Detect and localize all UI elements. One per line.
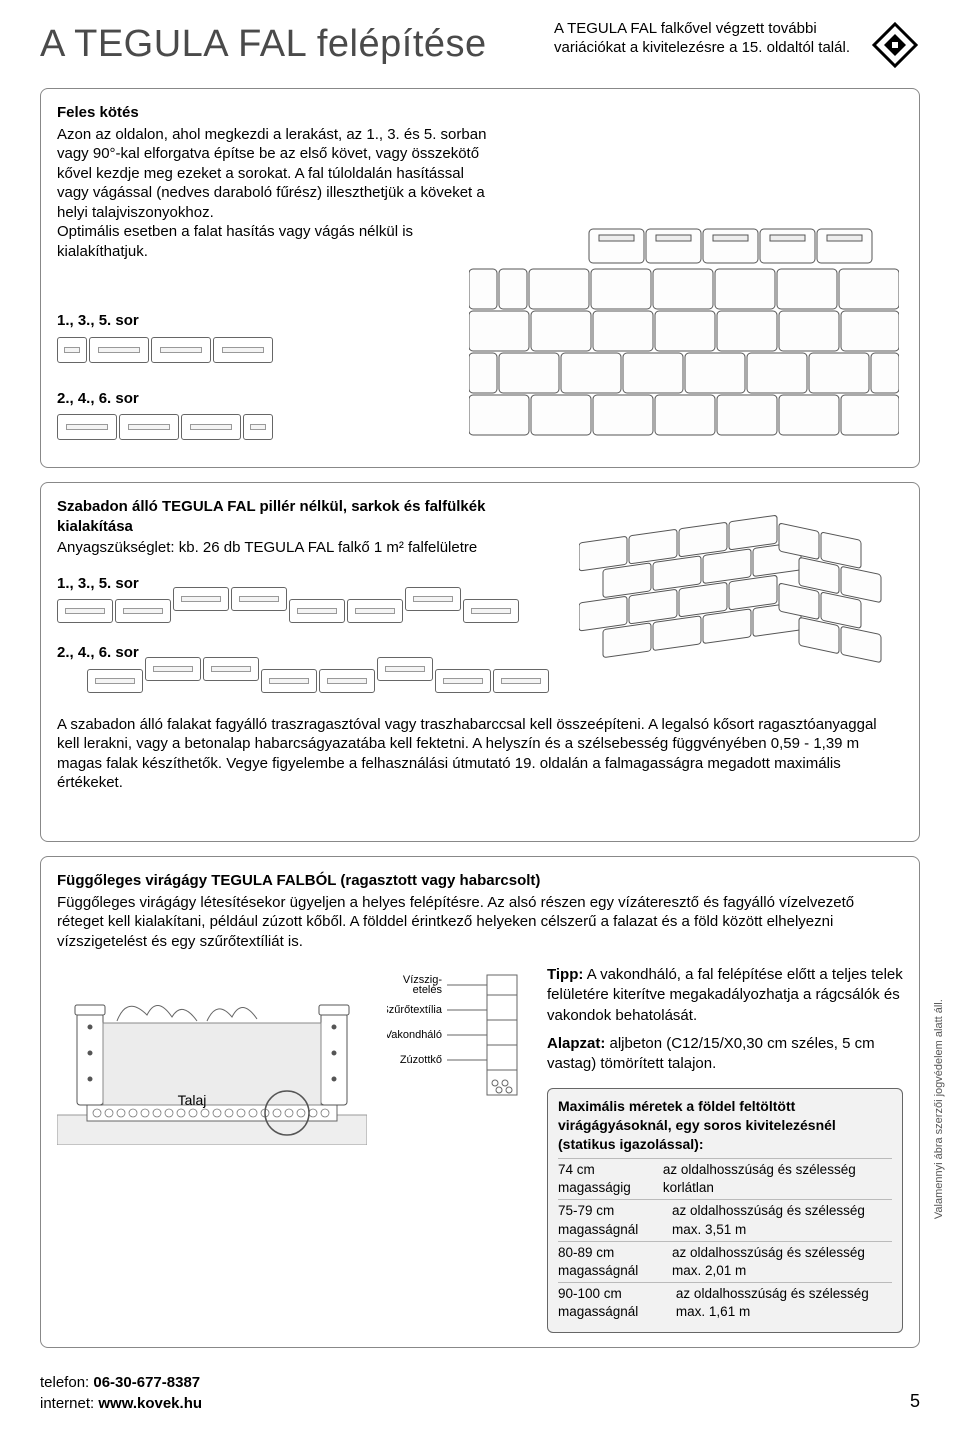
dim-row: 80-89 cm magasságnál az oldalhosszúság é…	[558, 1241, 892, 1282]
dimensions-box: Maximális méretek a földel feltöltött vi…	[547, 1088, 903, 1332]
dim-row: 74 cm magasságig az oldalhosszúság és sz…	[558, 1158, 892, 1199]
page-title: A TEGULA FAL felépítése	[40, 20, 487, 69]
wall-block	[347, 599, 403, 623]
dim-height: 90-100 cm magasságnál	[558, 1285, 676, 1321]
section3-right-content: Tipp: A vakondháló, a fal felépítése elő…	[547, 965, 903, 1333]
copyright-vertical-note: Valamennyi ábra szerzői jogvédelem alatt…	[932, 999, 946, 1219]
section2-title: Szabadon álló TEGULA FAL pillér nélkül, …	[57, 497, 557, 536]
block-row	[57, 599, 557, 623]
wall-block	[261, 669, 317, 693]
wall-block	[243, 414, 273, 440]
wall-block	[405, 587, 461, 611]
phone-number: 06-30-677-8387	[93, 1374, 200, 1391]
page-header: A TEGULA FAL felépítése A TEGULA FAL fal…	[40, 20, 920, 70]
wall-block	[213, 337, 273, 363]
footer-contact: telefon: 06-30-677-8387 internet: www.ko…	[40, 1372, 202, 1414]
section2-subtitle: Anyagszükséglet: kb. 26 db TEGULA FAL fa…	[57, 538, 557, 558]
dim-value: az oldalhosszúság és szélesség korlátlan	[663, 1161, 892, 1197]
phone-label: telefon:	[40, 1374, 93, 1391]
section2-note: A szabadon álló falakat fagyálló traszra…	[57, 715, 903, 793]
sec2-row-label-135: 1., 3., 5. sor	[57, 574, 557, 594]
dim-value: az oldalhosszúság és szélesség max. 2,01…	[672, 1244, 892, 1280]
section1-title: Feles kötés	[57, 103, 903, 123]
wall-block	[119, 414, 179, 440]
layer-labels: Vízszig- etelés Szűrőtextília Vakondháló…	[387, 965, 527, 1110]
wall-block	[57, 599, 113, 623]
row-label-135: 1., 3., 5. sor	[57, 311, 307, 331]
svg-text:etelés: etelés	[413, 984, 443, 996]
dim-height: 80-89 cm magasságnál	[558, 1244, 672, 1280]
page-number: 5	[910, 1390, 920, 1413]
alapzat-label: Alapzat:	[547, 1035, 605, 1052]
wall-block	[231, 587, 287, 611]
header-note: A TEGULA FAL falkővel végzett további va…	[554, 20, 854, 58]
section-feles-kotes: Feles kötés Azon az oldalon, ahol megkez…	[40, 88, 920, 468]
block-row	[87, 669, 557, 693]
svg-text:Vakondháló: Vakondháló	[387, 1029, 442, 1041]
row-label-246: 2., 4., 6. sor	[57, 389, 307, 409]
wall-block	[203, 657, 259, 681]
wall-isometric-illustration	[469, 219, 899, 439]
dimbox-title: Maximális méretek a földel feltöltött vi…	[558, 1097, 892, 1154]
section3-title: Függőleges virágágy TEGULA FALBÓL (ragas…	[57, 872, 540, 889]
dim-row: 75-79 cm magasságnál az oldalhosszúság é…	[558, 1199, 892, 1240]
tipp-text: A vakondháló, a fal felépítése előtt a t…	[547, 966, 903, 1024]
alapzat-line: Alapzat: aljbeton (C12/15/X0,30 cm széle…	[547, 1034, 903, 1075]
brand-logo-icon	[870, 20, 920, 70]
wall-block	[89, 337, 149, 363]
block-row	[57, 337, 307, 363]
wall-block	[173, 587, 229, 611]
dim-value: az oldalhosszúság és szélesség max. 3,51…	[672, 1202, 892, 1238]
wall-block	[463, 599, 519, 623]
sec2-row-label-246: 2., 4., 6. sor	[57, 643, 557, 663]
tipp-line: Tipp: A vakondháló, a fal felépítése elő…	[547, 965, 903, 1026]
svg-text:Zúzottkő: Zúzottkő	[400, 1054, 442, 1066]
planter-cross-section: Talaj	[57, 965, 367, 1109]
wall-block	[319, 669, 375, 693]
wall-block	[57, 414, 117, 440]
section3-body: Függőleges virágágy létesítésekor ügyelj…	[57, 893, 903, 952]
dim-height: 74 cm magasságig	[558, 1161, 663, 1197]
block-row	[57, 414, 307, 440]
wall-block	[377, 657, 433, 681]
section-viragagy: Függőleges virágágy TEGULA FALBÓL (ragas…	[40, 856, 920, 1348]
dim-row: 90-100 cm magasságnál az oldalhosszúság …	[558, 1282, 892, 1323]
wall-block	[289, 599, 345, 623]
section-szabadon-allo: Szabadon álló TEGULA FAL pillér nélkül, …	[40, 482, 920, 842]
dim-value: az oldalhosszúság és szélesség max. 1,61…	[676, 1285, 892, 1321]
wall-block	[151, 337, 211, 363]
wall-block	[181, 414, 241, 440]
page-footer: telefon: 06-30-677-8387 internet: www.ko…	[40, 1372, 920, 1414]
section1-text: Azon az oldalon, ahol megkezdi a lerakás…	[57, 125, 487, 262]
wall-block	[145, 657, 201, 681]
wall-block	[115, 599, 171, 623]
header-right: A TEGULA FAL falkővel végzett további va…	[554, 20, 920, 70]
wall-block	[435, 669, 491, 693]
corner-wall-illustration	[579, 503, 899, 703]
wall-block	[493, 669, 549, 693]
svg-text:Szűrőtextília: Szűrőtextília	[387, 1004, 443, 1016]
web-label: internet:	[40, 1395, 98, 1412]
wall-block	[87, 669, 143, 693]
tipp-label: Tipp:	[547, 966, 583, 983]
web-url: www.kovek.hu	[98, 1395, 202, 1412]
dim-height: 75-79 cm magasságnál	[558, 1202, 672, 1238]
wall-block	[57, 337, 87, 363]
